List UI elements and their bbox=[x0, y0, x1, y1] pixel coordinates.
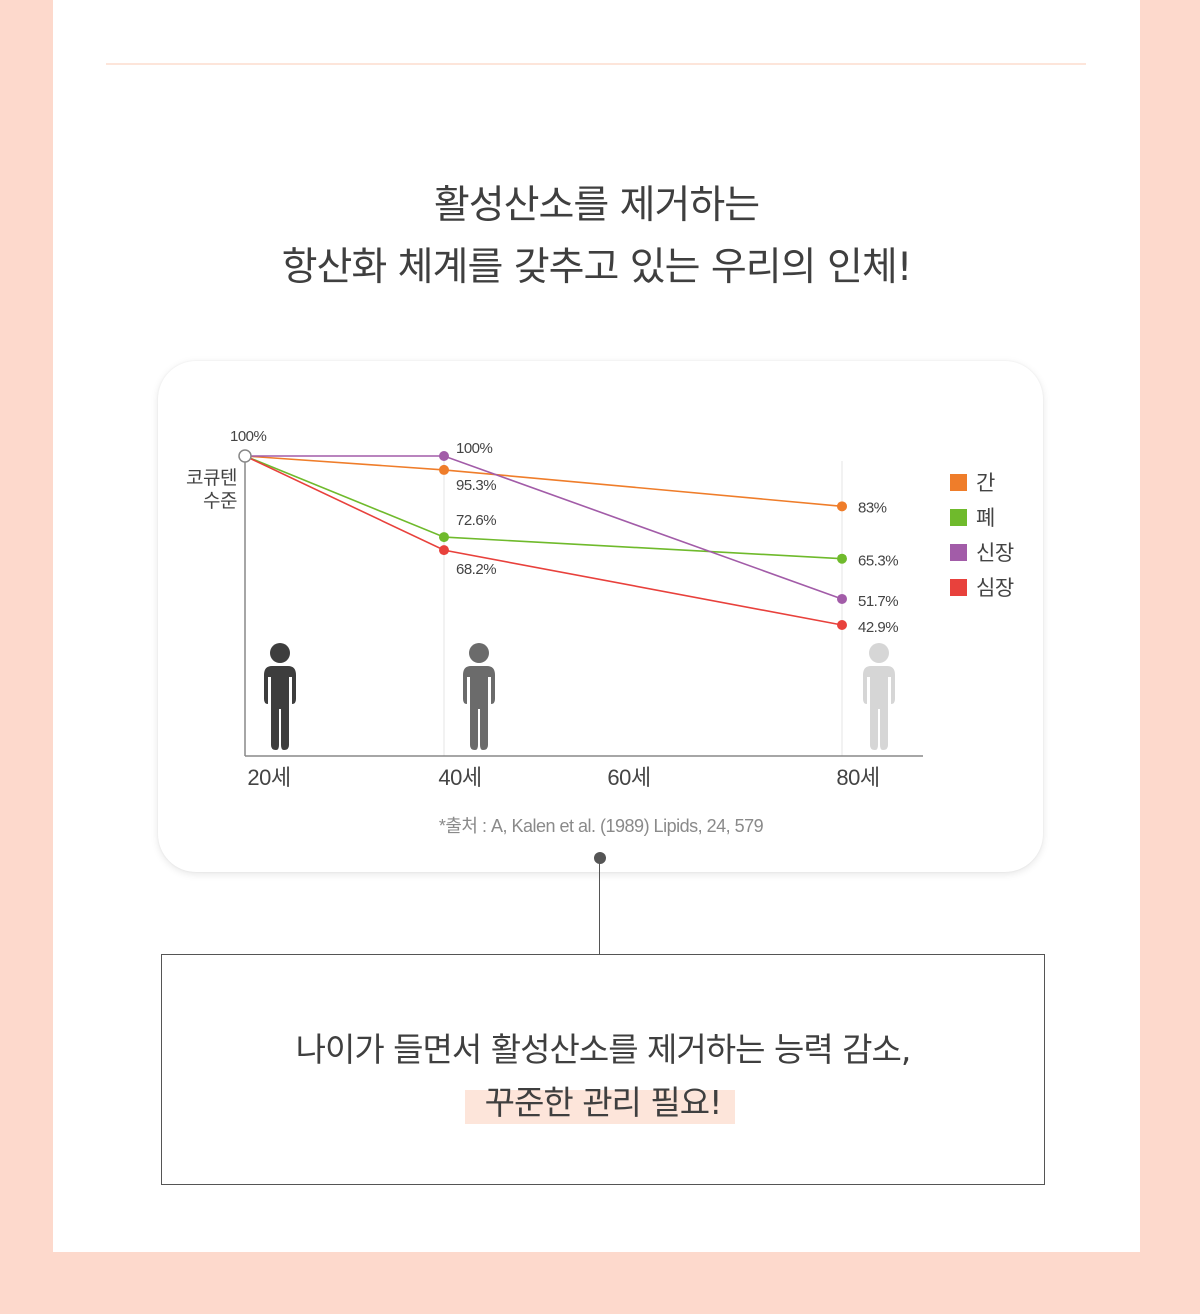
series-line-1 bbox=[244, 455, 843, 560]
y-axis-label-1: 수준 bbox=[203, 491, 237, 512]
legend-swatch bbox=[950, 474, 967, 491]
x-tick-label-80: 80세 bbox=[836, 765, 879, 790]
data-label: 68.2% bbox=[456, 561, 496, 578]
series-line-3 bbox=[244, 455, 843, 626]
person-icon bbox=[463, 643, 495, 750]
content-sheet: 활성산소를 제거하는 항산화 체계를 갖추고 있는 우리의 인체! 코큐텐 수준 2… bbox=[53, 0, 1140, 1252]
series-line-2 bbox=[245, 455, 843, 600]
person-icon bbox=[264, 643, 296, 750]
connector-line bbox=[599, 862, 600, 954]
data-point bbox=[439, 464, 449, 475]
legend-swatch bbox=[950, 579, 967, 596]
data-label: 83% bbox=[858, 499, 887, 516]
data-point bbox=[837, 620, 847, 630]
data-label: 42.9% bbox=[858, 619, 898, 636]
legend-label: 신장 bbox=[976, 542, 1014, 565]
summary-line-1: 나이가 들면서 활성산소를 제거하는 능력 감소, bbox=[295, 1030, 912, 1069]
data-label: 65.3% bbox=[858, 553, 898, 570]
source-note: *출처 : A, Kalen et al. (1989) Lipids, 24,… bbox=[439, 816, 764, 836]
person-icon bbox=[863, 643, 895, 750]
start-label: 100% bbox=[230, 428, 267, 445]
legend-swatch bbox=[950, 544, 967, 561]
legend-swatch bbox=[950, 509, 967, 526]
legend-label: 심장 bbox=[976, 577, 1014, 600]
divider bbox=[106, 63, 1086, 65]
summary-line-2: 꾸준한 관리 필요! bbox=[484, 1083, 723, 1122]
summary-box: 나이가 들면서 활성산소를 제거하는 능력 감소, 꾸준한 관리 필요! bbox=[161, 954, 1045, 1185]
data-point bbox=[439, 532, 449, 543]
data-point bbox=[837, 553, 847, 564]
text-highlight bbox=[465, 1090, 735, 1124]
data-label: 72.6% bbox=[456, 512, 496, 529]
x-tick-label-20: 20세 bbox=[247, 765, 290, 790]
legend-label: 폐 bbox=[976, 507, 995, 530]
chart-card: 코큐텐 수준 20세 40세 60세 80세 95.3% 83% 72.6% 65.3% 100% 5… bbox=[158, 361, 1043, 872]
data-point bbox=[439, 451, 449, 461]
connector-dot bbox=[594, 852, 606, 864]
x-tick-label-60: 60세 bbox=[607, 765, 650, 790]
legend-label: 간 bbox=[976, 472, 995, 495]
data-label: 95.3% bbox=[456, 477, 496, 494]
data-point bbox=[439, 545, 449, 556]
headline-line-2: 항산화 체계를 갖추고 있는 우리의 인체! bbox=[281, 245, 913, 290]
data-label: 51.7% bbox=[858, 593, 898, 610]
x-tick-label-40: 40세 bbox=[438, 765, 481, 790]
headline-line-1: 활성산소를 제거하는 bbox=[433, 183, 760, 228]
data-label: 100% bbox=[456, 440, 493, 457]
y-axis-label-0: 코큐텐 bbox=[186, 467, 237, 489]
start-point bbox=[238, 449, 252, 463]
data-point bbox=[837, 501, 847, 512]
data-point bbox=[837, 593, 847, 604]
